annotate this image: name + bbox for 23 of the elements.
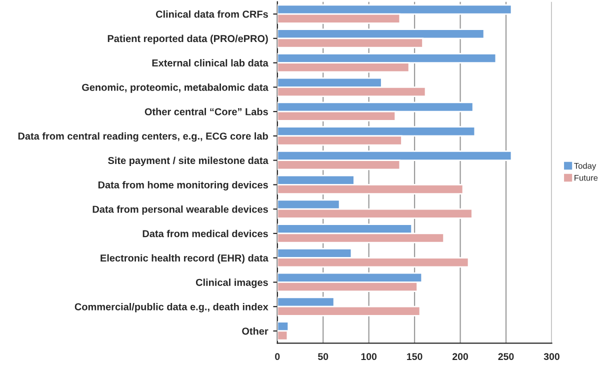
y-tick-label: Other central “Core” Labs [144,108,268,116]
x-tick-label: 150 [407,353,422,360]
y-tick-label: Data from medical devices [142,230,268,238]
y-tick-label: Patient reported data (PRO/ePRO) [108,34,268,44]
y-tick-label: Data from personal wearable devices [92,205,268,215]
legend-label: Future [574,174,598,181]
x-tick-label: 200 [452,353,468,360]
x-tick-label: 300 [544,353,560,360]
x-tick-label: 100 [361,353,377,360]
y-tick-label: Data from central reading centers, e.g., ECG core lab [18,132,268,142]
legend-label: Today [574,162,596,170]
y-tick-label: Clinical images [196,278,268,288]
y-tick-label: Other [242,327,268,335]
y-tick-label: Commercial/public data e.g., death index [74,302,268,312]
y-tick-label: Genomic, proteomic, metabalomic data [82,84,268,93]
x-tick-label: 50 [318,353,328,360]
y-tick-label: External clinical lab data [152,59,268,67]
y-tick-label: Clinical data from CRFs [156,10,268,18]
y-tick-label: Data from home monitoring devices [98,181,268,190]
y-tick-label: Site payment / site milestone data [108,156,268,166]
x-tick-label: 0 [275,353,280,360]
y-tick-label: Electronic health record (EHR) data [100,254,268,264]
x-tick-label: 250 [498,353,514,360]
